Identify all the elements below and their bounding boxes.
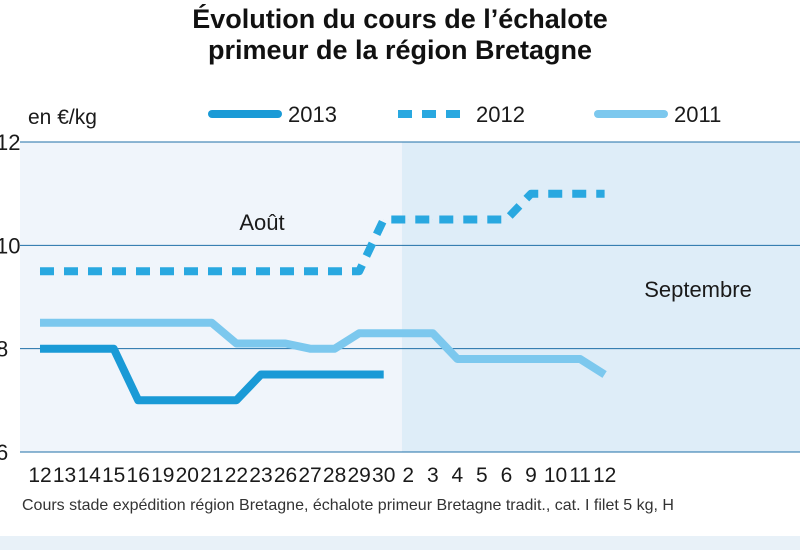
x-tick-label: 15 [102, 464, 125, 487]
x-tick-label: 19 [151, 464, 174, 487]
x-tick-label: 9 [525, 464, 537, 487]
x-tick-label: 12 [593, 464, 616, 487]
x-tick-label: 27 [298, 464, 321, 487]
bottom-band [0, 536, 800, 550]
x-tick-label: 16 [127, 464, 150, 487]
legend-label-2011: 2011 [674, 102, 721, 127]
x-tick-label: 6 [501, 464, 513, 487]
legend-label-2013: 2013 [288, 102, 337, 127]
chart-title: Évolution du cours de l’échalote primeur… [0, 4, 800, 66]
source-note: Cours stade expédition région Bretagne, … [22, 497, 674, 514]
legend-label-2012: 2012 [476, 102, 525, 127]
x-tick-label: 21 [200, 464, 223, 487]
x-tick-label: 4 [452, 464, 464, 487]
x-tick-label: 10 [544, 464, 567, 487]
x-tick-label: 2 [402, 464, 414, 487]
title-line-2: primeur de la région Bretagne [207, 35, 593, 65]
y-tick-label: 10 [0, 233, 20, 258]
panel-august [20, 142, 402, 452]
x-tick-label: 11 [569, 464, 591, 487]
title-line-1: Évolution du cours de l’échalote [192, 4, 608, 34]
x-tick-label: 14 [77, 464, 101, 487]
series-line-2011 [40, 318, 607, 378]
x-tick-label: 22 [225, 464, 248, 487]
x-tick-label: 23 [249, 464, 272, 487]
y-tick-label: 12 [0, 130, 20, 155]
x-tick-label: 12 [28, 464, 51, 487]
x-tick-label: 3 [427, 464, 439, 487]
x-tick-label: 29 [347, 464, 370, 487]
series-line-2012 [40, 189, 605, 276]
month-label-september: Septembre [644, 277, 752, 302]
y-tick-label: 6 [0, 440, 8, 465]
y-tick-label: 8 [0, 337, 8, 362]
month-label-august: Août [239, 210, 284, 235]
x-tick-label: 5 [476, 464, 488, 487]
x-tick-label: 28 [323, 464, 346, 487]
x-tick-label: 26 [274, 464, 297, 487]
x-tick-label: 30 [372, 464, 395, 487]
y-axis-label: en €/kg [28, 106, 97, 129]
x-tick-label: 13 [53, 464, 76, 487]
x-tick-label: 20 [176, 464, 199, 487]
